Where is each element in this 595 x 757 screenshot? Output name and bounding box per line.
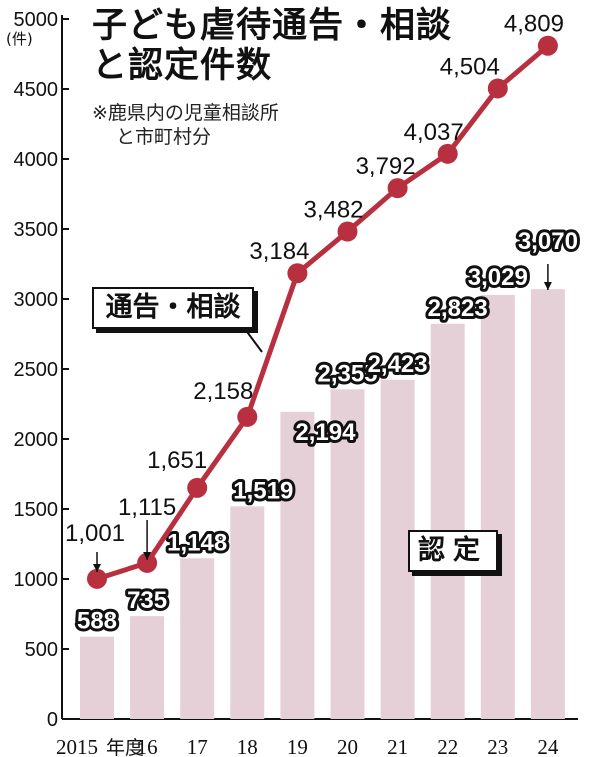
label-arrows xyxy=(93,264,552,572)
bar-value-label: 3,070 xyxy=(518,228,578,255)
line-point xyxy=(387,178,408,199)
bar xyxy=(530,289,565,719)
bar-series-callout: 認定 xyxy=(408,530,498,572)
line-point xyxy=(537,35,558,56)
axes: 0 500 1000 1500 2000 2500 3000 3500 4000 4500 5000… xyxy=(14,9,578,757)
bar-value-label: 2,423 xyxy=(368,351,428,378)
line-value-label: 3,482 xyxy=(303,197,363,224)
line-value-label: 1,651 xyxy=(147,447,207,474)
line-path xyxy=(96,43,550,582)
source-note-line-2: と市町村分 xyxy=(116,126,212,148)
line-point xyxy=(137,552,158,573)
y-tick-label: 4000 xyxy=(14,149,59,171)
line-value-label: 3,184 xyxy=(249,238,309,265)
line-point xyxy=(487,78,508,99)
line-value-label: 1,115 xyxy=(118,494,176,521)
bar-value-label: 735 xyxy=(127,587,167,614)
bar xyxy=(280,411,315,719)
y-tick-label: 1000 xyxy=(14,569,59,591)
y-tick-label: 1500 xyxy=(14,499,59,521)
x-year-suffix: 年度 xyxy=(106,737,144,757)
x-tick-label: 20 xyxy=(337,735,358,757)
bar xyxy=(80,636,114,719)
line-value-label: 3,792 xyxy=(356,153,416,180)
line-point xyxy=(187,477,208,498)
bar-value-label: 3,029 xyxy=(468,264,528,291)
y-tick-label: 3000 xyxy=(14,289,59,311)
bar xyxy=(230,506,265,719)
bar xyxy=(480,294,515,719)
bar-series xyxy=(80,289,565,719)
bar xyxy=(180,558,215,719)
line-value-label: 2,158 xyxy=(193,378,253,405)
line-value-label: 4,037 xyxy=(404,119,464,146)
line-value-label: 4,504 xyxy=(440,53,500,80)
arrow-head xyxy=(143,552,152,560)
x-tick-label: 16 xyxy=(137,735,158,757)
chart-title-line-1: 子ども虐待通告・相談 xyxy=(92,6,453,46)
bar-value-label: 2,355 xyxy=(317,360,377,387)
arrow-head xyxy=(93,564,101,572)
y-tick-label: 3500 xyxy=(14,219,59,241)
line-point xyxy=(337,221,358,242)
bar-value-label: 2,194 xyxy=(295,419,356,446)
y-tick-label: 0 xyxy=(47,709,58,731)
y-tick-label: 4500 xyxy=(14,79,59,101)
bar-value-label: 1,519 xyxy=(233,477,293,504)
y-tick-label: 5000 xyxy=(14,9,59,31)
x-tick-label: 19 xyxy=(287,735,308,757)
chart-title-line-2: と認定件数 xyxy=(92,46,273,86)
bar-value-label: 2,823 xyxy=(428,295,488,322)
line-series xyxy=(87,35,558,589)
callout-pointer xyxy=(241,324,263,353)
x-tick-label: 24 xyxy=(537,735,559,757)
x-tick-label: 2015 xyxy=(56,735,98,757)
line-value-label: 4,809 xyxy=(504,11,564,38)
unit-label: (件) xyxy=(6,30,33,48)
x-tick-label: 23 xyxy=(487,735,508,757)
bar-value-label: 588 xyxy=(77,608,117,635)
line-point xyxy=(237,406,258,427)
arrow-head xyxy=(543,282,552,290)
bar xyxy=(130,616,165,719)
y-tick-label: 500 xyxy=(25,639,58,661)
bar xyxy=(430,323,465,719)
y-tick-label: 2500 xyxy=(14,359,59,381)
source-note-line-1: ※鹿県内の児童相談所 xyxy=(92,102,279,124)
x-tick-label: 18 xyxy=(237,735,258,757)
line-point xyxy=(287,263,308,284)
line-point xyxy=(437,143,458,164)
x-tick-label: 17 xyxy=(187,735,208,757)
x-tick-label: 21 xyxy=(387,735,408,757)
line-point xyxy=(87,568,107,589)
x-tick-label: 22 xyxy=(437,735,458,757)
line-series-callout: 通告・相談 xyxy=(92,287,254,329)
line-value-label: 1,001 xyxy=(65,520,125,547)
y-tick-label: 2000 xyxy=(14,429,59,451)
bar xyxy=(330,389,365,719)
bar-value-label: 1,148 xyxy=(167,529,227,556)
